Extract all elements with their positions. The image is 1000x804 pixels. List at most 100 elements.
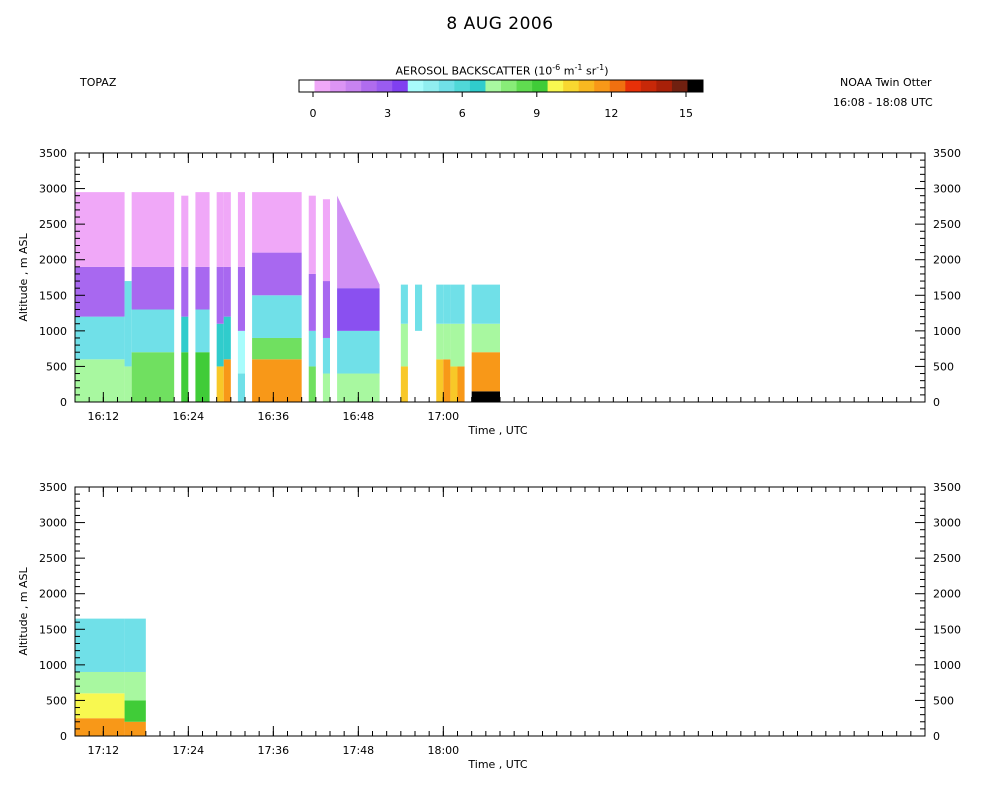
time-range-label: 16:08 - 18:08 UTC [833,96,933,109]
colorbar-cell [314,80,331,92]
x-tick-label: 16:12 [87,410,119,423]
colorbar-tick-label: 9 [533,107,540,120]
data-cell [252,252,302,296]
data-cell [216,323,224,367]
data-cell [124,671,146,701]
data-cell [450,323,458,367]
y-tick-label-right: 0 [933,730,940,743]
y-tick-label-left: 500 [46,360,67,373]
data-cell [181,352,189,402]
colorbar-cell [656,80,673,92]
data-cell [457,366,465,402]
colorbar-cell [392,80,409,92]
x-tick-label: 16:48 [342,410,374,423]
data-cell [124,366,132,402]
data-cell [181,195,189,267]
y-tick-label-left: 3500 [39,481,67,494]
data-cell [322,373,330,402]
data-cell [124,281,132,367]
data-cell [471,284,500,324]
y-tick-label-right: 2000 [933,254,961,267]
colorbar-tick-label: 6 [459,107,466,120]
data-cell [252,192,302,253]
y-tick-label-right: 3500 [933,481,961,494]
y-tick-label-left: 2000 [39,588,67,601]
y-tick-label-left: 1500 [39,623,67,636]
y-tick-label-right: 1500 [933,289,961,302]
colorbar-cell [640,80,657,92]
colorbar-cell [407,80,424,92]
y-tick-label-left: 3000 [39,517,67,530]
y-axis-label: Altitude , m ASL [17,232,30,321]
data-cell [75,192,125,267]
data-cell [216,366,224,402]
data-cell [75,671,125,694]
colorbar-cell [671,80,688,92]
data-cell [237,266,245,331]
colorbar-cell [625,80,642,92]
y-tick-label-right: 500 [933,694,954,707]
data-cell [308,330,316,367]
data-cell [400,366,408,402]
x-tick-label: 17:00 [427,410,459,423]
data-cell [195,309,203,353]
data-cell [75,693,125,719]
y-tick-label-right: 2500 [933,552,961,565]
data-cell [443,359,451,402]
plot-frame [74,486,926,737]
data-cell [75,618,125,672]
instrument-label: TOPAZ [80,76,117,89]
y-tick-label-left: 500 [46,694,67,707]
colorbar-cell [687,80,704,92]
data-cell [252,359,302,402]
colorbar-tick-label: 0 [310,107,317,120]
data-cell [252,337,302,360]
y-tick-label-right: 3000 [933,183,961,196]
data-cell [471,391,500,402]
data-cell [237,373,245,402]
data-cell [415,284,423,331]
data-cell [450,284,458,324]
data-cell [216,192,224,267]
page-title: 8 AUG 2006 [446,14,554,34]
data-cell [443,323,451,360]
data-cell [124,700,146,722]
y-axis-label: Altitude , m ASL [17,566,30,655]
data-cell [223,359,231,402]
data-cell [237,330,245,374]
data-cell [131,309,175,353]
data-cell [202,192,210,267]
colorbar-cell [563,80,579,92]
y-tick-label-right: 1500 [933,623,961,636]
x-tick-label: 17:12 [87,744,119,757]
colorbar-cell [547,80,564,92]
x-axis-label: Time , UTC [467,424,528,437]
data-cell [181,316,189,353]
y-tick-label-left: 1000 [39,325,67,338]
colorbar-cell [485,80,502,92]
data-cell [450,366,458,402]
data-cell [202,352,210,402]
data-cell [124,721,146,736]
data-cell [252,295,302,338]
data-cell [436,359,444,402]
colorbar-cell [594,80,611,92]
data-cell [223,316,231,360]
colorbar-cell [578,80,595,92]
data-cell [322,337,330,374]
data-cell [436,323,444,360]
data-cell [75,316,125,360]
colorbar-cell [454,80,471,92]
data-cell [400,284,408,324]
data-cell [131,352,175,402]
data-cell [457,323,465,367]
data-cell [75,266,125,317]
data-cell [337,330,380,374]
data-cell [322,281,330,338]
colorbar-tick-label: 3 [384,107,391,120]
data-cell [131,266,175,310]
data-cell [471,352,500,392]
y-tick-label-right: 2500 [933,218,961,231]
colorbar-cell [501,80,517,92]
data-cell [400,323,408,367]
